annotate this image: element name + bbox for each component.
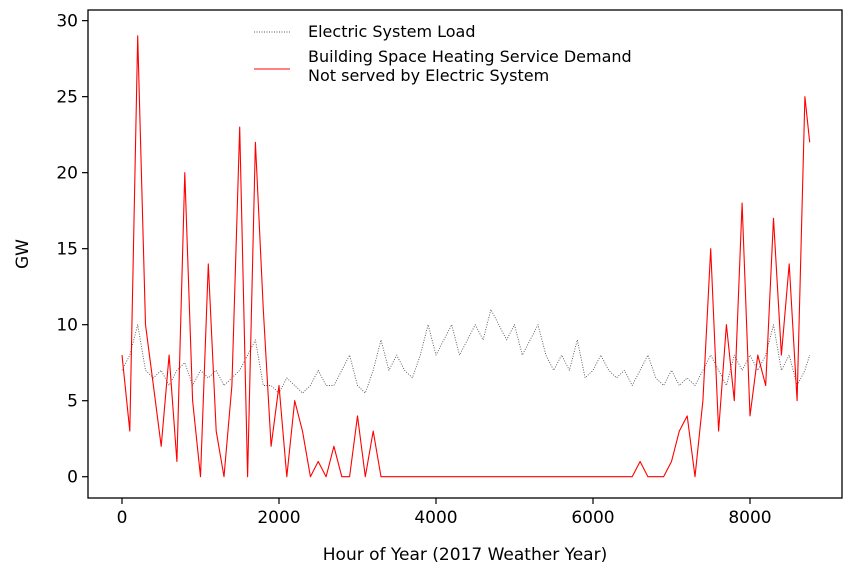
y-tick-label: 15 [56,240,78,260]
x-axis-label: Hour of Year (2017 Weather Year) [323,545,607,565]
legend-swatch [254,31,290,33]
x-tick-label: 8000 [728,508,771,528]
y-tick-label: 10 [56,316,78,336]
y-tick-label: 30 [56,12,78,32]
x-tick-label: 0 [117,508,128,528]
legend-entry: Electric System Load [252,22,632,41]
legend-label: Electric System Load [308,22,476,41]
y-tick-label: 25 [56,88,78,108]
y-tick-label: 5 [67,392,78,412]
x-tick-label: 2000 [257,508,300,528]
x-tick-label: 6000 [571,508,614,528]
series-line [121,35,811,478]
legend-swatch [254,68,290,70]
y-tick-label: 20 [56,164,78,184]
y-tick-label: 0 [67,468,78,488]
plot-frame [87,9,843,499]
legend-label: Building Space Heating Service Demand No… [308,47,632,85]
legend: Electric System Load Building Space Heati… [252,22,632,91]
y-axis-label: GW [13,239,33,269]
x-tick-label: 4000 [414,508,457,528]
series-line [121,309,811,394]
legend-entry: Building Space Heating Service Demand No… [252,47,632,85]
